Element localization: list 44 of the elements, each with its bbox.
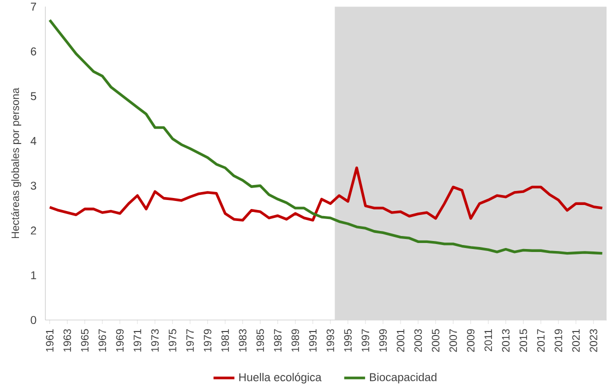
x-tick-label: 1973 <box>151 329 159 352</box>
x-tick-label: 1971 <box>134 329 142 352</box>
y-tick-label: 2 <box>30 226 36 234</box>
x-tick-label: 2021 <box>572 329 580 352</box>
x-tick-label: 1985 <box>256 329 264 352</box>
x-tick-label: 1963 <box>63 329 72 352</box>
y-tick-label: 3 <box>30 182 36 190</box>
y-tick-label: 0 <box>30 316 36 324</box>
legend-label: Biocapacidad <box>370 372 436 384</box>
y-tick-label: 6 <box>30 47 36 56</box>
x-tick-label: 1989 <box>292 329 300 352</box>
y-tick-label: 4 <box>30 137 36 145</box>
y-tick-label: 7 <box>30 2 36 11</box>
x-tick-label: 1981 <box>221 329 229 352</box>
x-tick-label: 2011 <box>484 329 492 352</box>
x-tick-label: 1961 <box>46 329 54 352</box>
x-tick-label: 1987 <box>274 329 282 352</box>
x-tick-label: 2009 <box>466 329 474 352</box>
y-tick-label: 1 <box>31 271 36 280</box>
line-series <box>48 166 604 222</box>
x-tick-label: 1983 <box>238 329 246 352</box>
legend-label: Huella ecológica <box>239 372 322 384</box>
y-tick-label: 5 <box>30 92 36 100</box>
x-tick-label: 1975 <box>168 329 176 352</box>
x-tick-label: 1977 <box>186 329 194 352</box>
x-tick-label: 2003 <box>414 329 422 352</box>
x-tick-label: 2005 <box>432 329 440 352</box>
x-tick-label: 2019 <box>554 329 562 352</box>
x-tick-label: 1997 <box>362 329 370 352</box>
x-tick-label: 1967 <box>98 329 106 352</box>
x-tick-label: 2007 <box>449 329 457 352</box>
x-tick-label: 2013 <box>502 329 510 352</box>
x-tick-label: 1991 <box>309 329 317 352</box>
x-tick-label: 1999 <box>379 329 387 352</box>
x-tick-label: 1965 <box>81 329 89 352</box>
x-tick-label: 2001 <box>396 329 404 352</box>
x-tick-label: 2017 <box>537 329 545 352</box>
x-tick-label: 1995 <box>344 329 352 352</box>
x-tick-label: 1969 <box>116 329 124 352</box>
y-axis-title: Hectáreas globales por persona <box>11 88 22 238</box>
x-tick-label: 2023 <box>590 329 598 352</box>
x-tick-label: 2015 <box>520 329 528 352</box>
x-tick-label: 1993 <box>326 329 334 352</box>
x-tick-label: 1979 <box>204 329 212 352</box>
